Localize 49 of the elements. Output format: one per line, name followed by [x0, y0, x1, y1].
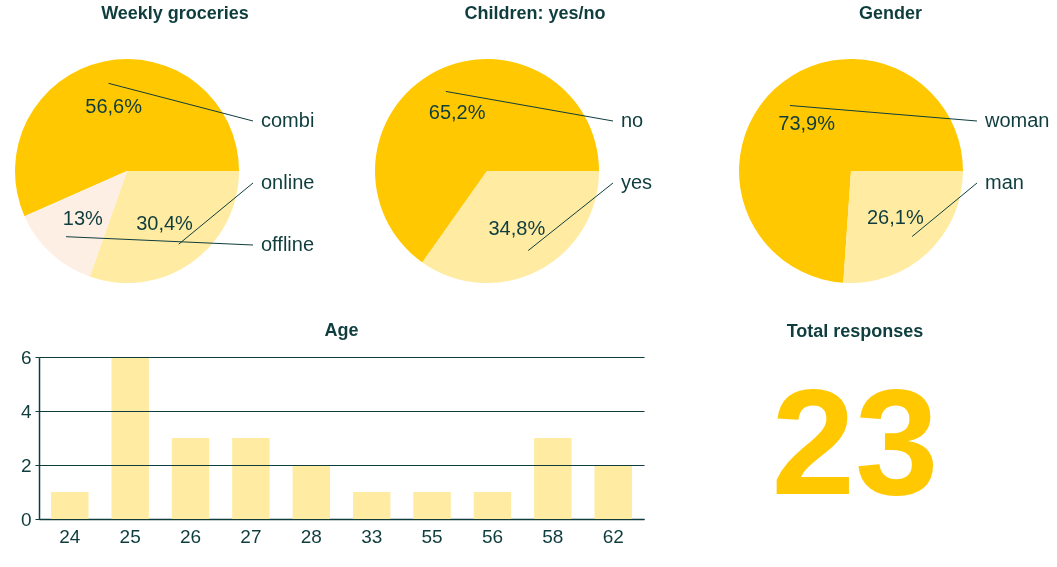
slice-label: combi — [261, 109, 315, 131]
bar — [171, 438, 210, 519]
x-tick-label: 25 — [119, 525, 141, 547]
x-tick-label: 26 — [179, 525, 202, 547]
chart-title: Weekly groceries — [101, 3, 249, 23]
slice-label: woman — [984, 109, 1050, 131]
bar — [413, 492, 451, 519]
pie-slice — [739, 59, 963, 283]
y-tick-label: 0 — [20, 508, 32, 530]
y-tick-label: 2 — [20, 454, 32, 476]
bar — [352, 492, 391, 519]
x-tick-label: 33 — [361, 525, 383, 547]
x-tick-label: 56 — [481, 525, 504, 547]
slice-label: no — [621, 109, 644, 131]
data-label: 34,8% — [488, 216, 546, 239]
pie-slice — [24, 171, 127, 277]
y-tick-label: 6 — [20, 346, 32, 368]
x-tick-label: 58 — [542, 525, 564, 547]
text: Total responses — [786, 321, 924, 341]
x-tick-label: 27 — [240, 525, 262, 547]
bar — [473, 492, 512, 519]
x-tick-label: 62 — [602, 525, 624, 547]
x-tick-label: 28 — [300, 525, 322, 547]
data-label: 73,9% — [778, 111, 836, 134]
x-tick-label: 24 — [59, 525, 81, 547]
data-label: 26,1% — [866, 206, 924, 229]
text: 23 — [771, 358, 939, 526]
data-label: 56,6% — [85, 95, 143, 118]
data-label: 13% — [62, 206, 104, 229]
x-tick-label: 55 — [421, 525, 443, 547]
chart-title: Children: yes/no — [464, 3, 606, 23]
pie-slice — [422, 171, 599, 283]
data-label: 65,2% — [428, 101, 486, 124]
bar — [292, 465, 331, 519]
bar — [594, 465, 632, 519]
pie-slice — [375, 59, 599, 263]
bar — [51, 492, 89, 519]
slice-label: man — [985, 171, 1024, 193]
bar — [111, 357, 149, 519]
slice-label: yes — [621, 171, 653, 193]
chart-title: Age — [324, 320, 359, 340]
chart-title: Gender — [858, 3, 923, 23]
y-tick-label: 4 — [20, 400, 32, 422]
slice-label: online — [261, 171, 315, 193]
slice-label: offline — [261, 233, 315, 255]
bar — [232, 438, 270, 519]
data-label: 30,4% — [136, 212, 194, 235]
bar — [534, 438, 572, 519]
pie-slice — [843, 171, 963, 283]
